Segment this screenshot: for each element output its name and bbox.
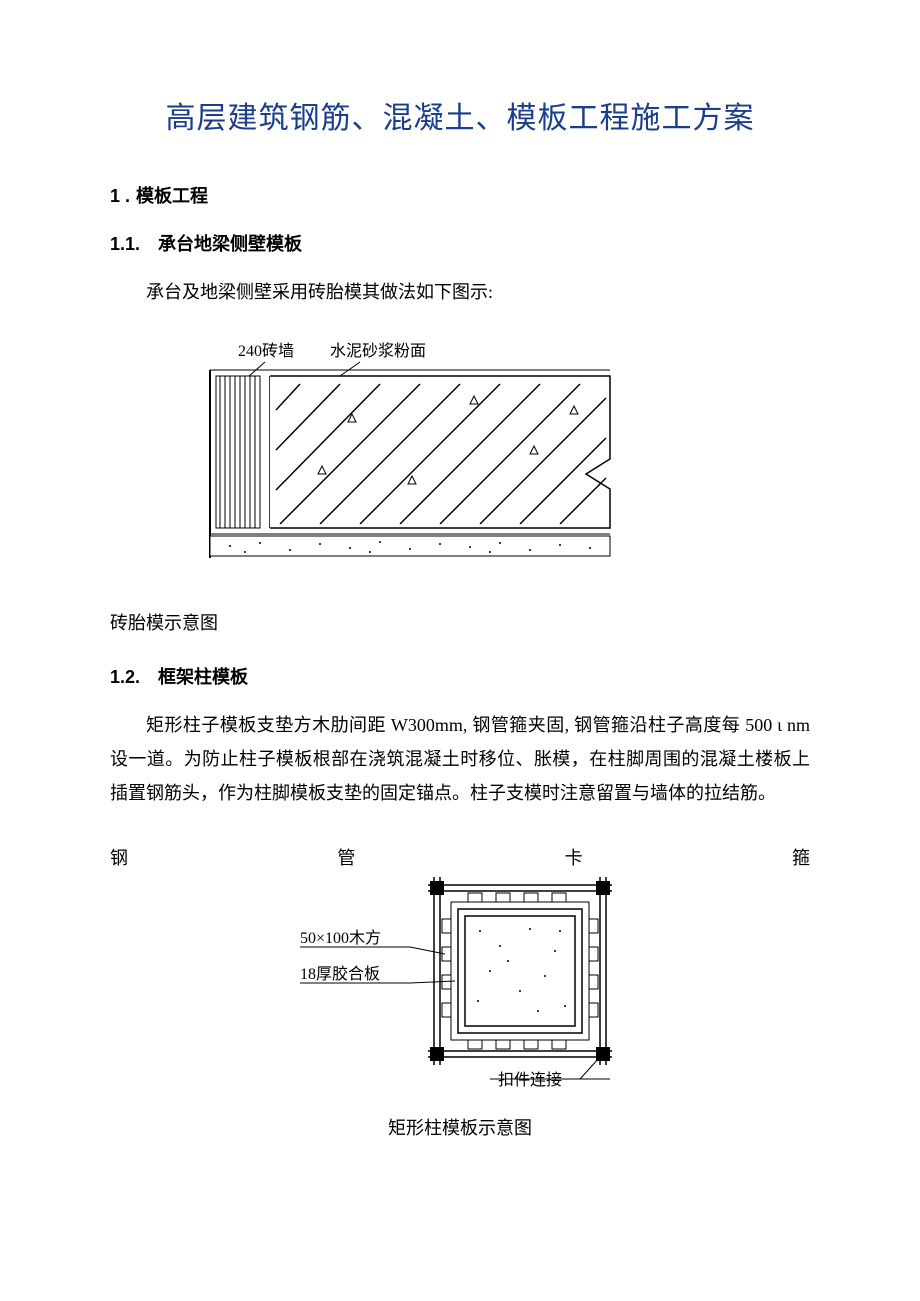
section-1-2-heading: 1.2. 框架柱模板 — [110, 660, 810, 694]
spread-char-3: 卡 — [565, 841, 583, 875]
section-1-1-heading: 1.1. 承台地梁侧壁模板 — [110, 227, 810, 261]
fig2-label-2: 18厚胶合板 — [300, 965, 380, 983]
figure-1-container: 240砖墙 水泥砂浆粉面 — [110, 334, 810, 594]
section-1-2-number: 1.2. — [110, 667, 140, 687]
paragraph-1-2: 矩形柱子模板支垫方木肋间距 W300mm, 钢管箍夹固, 钢管箍沿柱子高度每 5… — [110, 708, 810, 811]
section-1-1-label: 承台地梁侧壁模板 — [158, 234, 302, 254]
section-1-number: 1 . — [110, 186, 130, 206]
spread-char-2: 管 — [337, 841, 355, 875]
section-1-heading: 1 . 模板工程 — [110, 179, 810, 213]
paragraph-1-1: 承台及地梁侧壁采用砖胎模其做法如下图示: — [110, 275, 810, 309]
section-1-2-label: 框架柱模板 — [158, 667, 248, 687]
spread-text-line: 钢 管 卡 箍 — [110, 841, 810, 875]
spread-char-1: 钢 — [110, 841, 128, 875]
figure-2-caption: 矩形柱模板示意图 — [110, 1111, 810, 1145]
fig2-label-1: 50×100木方 — [300, 929, 381, 947]
fig1-label-left: 240砖墙 — [238, 342, 294, 360]
fig1-label-right: 水泥砂浆粉面 — [330, 342, 426, 360]
fig2-label-3: 扣件连接 — [498, 1071, 562, 1089]
figure-1-caption: 砖胎模示意图 — [110, 606, 810, 640]
section-1-label: 模板工程 — [136, 186, 208, 206]
document-title: 高层建筑钢筋、混凝土、模板工程施工方案 — [110, 90, 810, 147]
figure-1-diagram: 240砖墙 水泥砂浆粉面 — [170, 334, 630, 594]
section-1-1-number: 1.1. — [110, 234, 140, 254]
figure-2-container: 50×100木方 18厚胶合板 扣件连接 矩形柱模板示意图 — [110, 871, 810, 1145]
figure-2-diagram: 50×100木方 18厚胶合板 扣件连接 — [290, 871, 630, 1101]
spread-char-4: 箍 — [792, 841, 810, 875]
